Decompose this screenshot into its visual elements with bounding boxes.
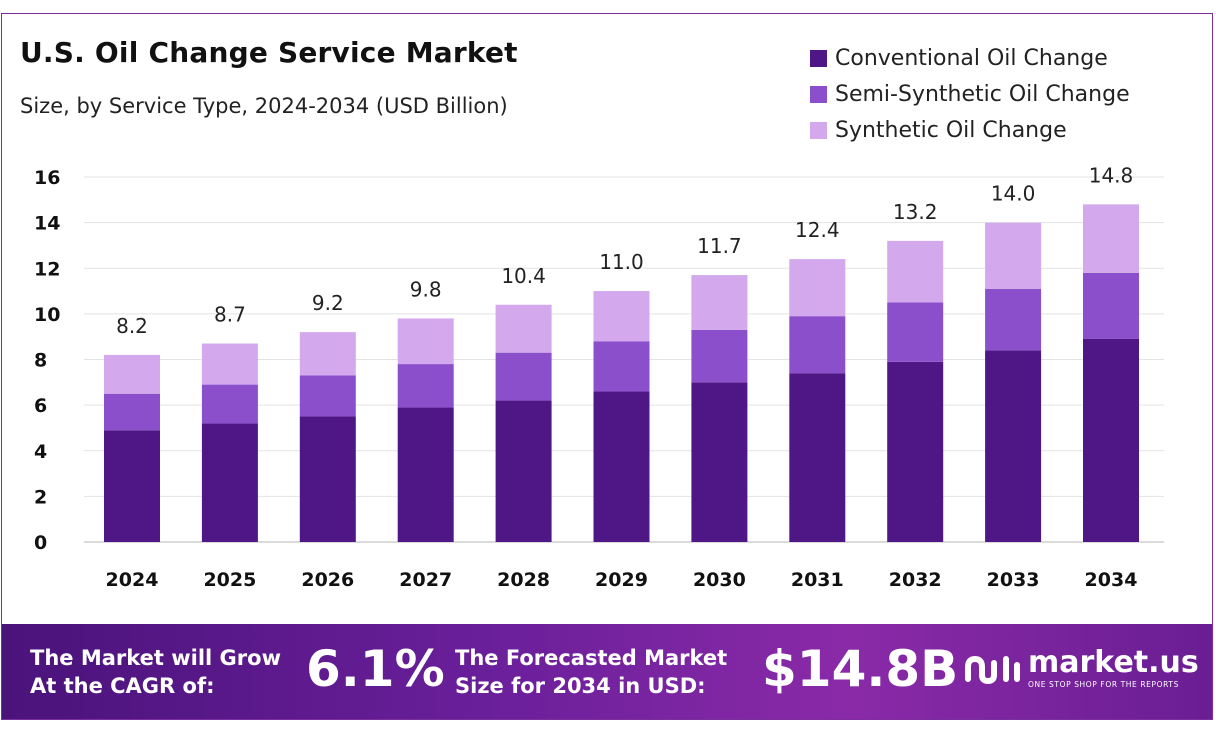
bar-segment-synthetic [593,291,650,342]
bar-segment-conventional [789,373,846,542]
x-tick-label: 2034 [1085,569,1138,591]
bar-segment-conventional [397,407,454,542]
y-tick-label: 0 [34,532,47,554]
bar-segment-synthetic [104,354,160,394]
bar-segment-conventional [985,350,1042,542]
cagr-value: 6.1% [306,640,445,698]
bar-segment-semi-synthetic [397,364,454,408]
bar-segment-semi-synthetic [985,288,1042,351]
bar-total-label: 10.4 [501,264,546,288]
x-tick-label: 2033 [987,569,1040,591]
y-tick-label: 6 [34,395,47,417]
legend-item-semi-synthetic: Semi-Synthetic Oil Change [810,76,1130,112]
x-tick-label: 2026 [301,569,354,591]
legend-swatch-synthetic [810,121,827,139]
x-tick-label: 2024 [106,569,159,591]
y-tick-label: 8 [34,350,47,372]
y-tick-label: 16 [34,167,60,189]
x-tick-label: 2028 [497,569,550,591]
bar-segment-conventional [593,391,650,542]
bar-total-label: 14.8 [1089,163,1134,187]
forecast-label-line2: Size for 2034 in USD: [455,674,706,698]
bar-segment-synthetic [691,275,748,330]
cagr-label-line2: At the CAGR of: [30,674,215,698]
y-tick-label: 2 [34,486,47,508]
bar-segment-conventional [201,423,258,542]
bar-total-label: 13.2 [893,200,938,224]
bar-segment-conventional [1083,338,1139,542]
market-us-logo-icon [965,655,1020,684]
bar-segment-semi-synthetic [887,302,944,362]
legend-label-conventional: Conventional Oil Change [835,45,1108,71]
legend: Conventional Oil Change Semi-Synthetic O… [810,40,1130,148]
brand-tagline: ONE STOP SHOP FOR THE REPORTS [1028,680,1179,689]
legend-item-conventional: Conventional Oil Change [810,40,1130,76]
bar-segment-synthetic [1083,204,1139,273]
bar-segment-semi-synthetic [789,316,846,374]
bar-segment-synthetic [887,240,944,303]
y-tick-label: 12 [34,258,60,280]
cagr-label-line1: The Market will Grow [30,646,281,670]
y-tick-label: 10 [34,304,60,326]
brand-name: market.us [1028,645,1199,680]
x-tick-label: 2030 [693,569,746,591]
bar-segment-semi-synthetic [201,384,258,424]
y-tick-label: 14 [34,213,60,235]
bar-segment-semi-synthetic [691,329,748,383]
bar-total-label: 11.0 [599,250,644,274]
bar-total-label: 9.8 [410,277,442,301]
bar-segment-conventional [299,416,356,542]
x-tick-label: 2031 [791,569,844,591]
y-tick-label: 4 [34,441,47,463]
bar-total-label: 11.7 [697,234,742,258]
bar-total-label: 9.2 [312,291,344,315]
bar-segment-semi-synthetic [104,393,160,431]
chart-title: U.S. Oil Change Service Market [20,36,518,69]
legend-swatch-semi-synthetic [810,85,827,103]
stacked-bar-chart: 0 2 4 6 8 10 12 14 16 8.2 2024 8.7 2025 9.2 2026 9.8 202… [34,163,1164,591]
bar-segment-semi-synthetic [593,341,650,392]
summary-banner: The Market will Grow At the CAGR of: 6.1… [2,624,1212,719]
bar-segment-semi-synthetic [299,375,356,417]
market-us-brand: market.us ONE STOP SHOP FOR THE REPORTS [964,648,1199,689]
legend-label-synthetic: Synthetic Oil Change [835,117,1067,143]
legend-label-semi-synthetic: Semi-Synthetic Oil Change [835,81,1130,107]
x-tick-label: 2027 [399,569,452,591]
bar-total-label: 12.4 [795,218,840,242]
x-tick-label: 2025 [203,569,256,591]
bar-total-label: 8.7 [214,303,246,327]
chart-subtitle: Size, by Service Type, 2024-2034 (USD Bi… [20,94,508,118]
legend-item-synthetic: Synthetic Oil Change [810,112,1130,148]
forecast-label-line1: The Forecasted Market [455,646,728,670]
bar-segment-synthetic [201,343,258,385]
bar-total-label: 8.2 [116,314,148,338]
x-tick-label: 2032 [889,569,942,591]
bar-segment-synthetic [299,332,356,376]
chart-frame: U.S. Oil Change Service Market Size, by … [1,13,1213,720]
bar-segment-synthetic [397,318,454,365]
legend-swatch-conventional [810,49,827,67]
bar-segment-semi-synthetic [495,352,552,401]
bar-segment-synthetic [985,222,1042,289]
bar-segment-synthetic [495,304,552,353]
cagr-label: The Market will Grow At the CAGR of: [30,644,281,700]
bar-total-label: 14.0 [991,182,1036,206]
bar-segment-conventional [495,400,552,542]
x-tick-label: 2029 [595,569,648,591]
bar-segment-conventional [691,382,748,542]
bar-segment-synthetic [789,259,846,317]
forecast-label: The Forecasted Market Size for 2034 in U… [455,644,727,700]
bar-segment-semi-synthetic [1083,272,1139,339]
bar-segment-conventional [887,361,944,542]
forecast-value: $14.8B [762,640,959,698]
bar-segment-conventional [104,430,160,542]
